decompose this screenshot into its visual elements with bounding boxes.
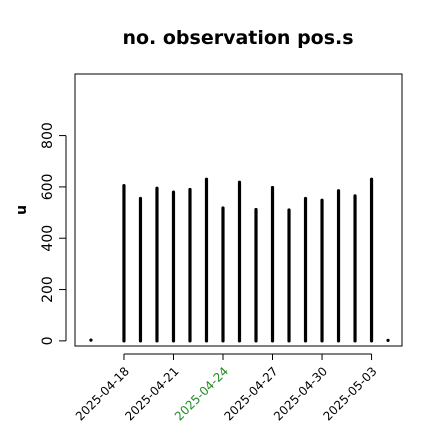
bar-point xyxy=(386,338,390,342)
plot-frame xyxy=(74,73,403,347)
y-tick-label: 600 xyxy=(40,174,56,201)
x-tick-label: 2025-05-03 xyxy=(320,364,379,423)
x-axis: 2025-04-182025-04-212025-04-242025-04-27… xyxy=(73,353,380,423)
y-tick-label: 400 xyxy=(40,225,56,252)
y-axis-label: n xyxy=(14,205,30,215)
bars-group xyxy=(89,177,390,343)
chart-title: no. observation pos.s xyxy=(122,27,353,49)
y-axis: 0 200 400 600 800 xyxy=(40,122,67,345)
y-tick-label: 0 xyxy=(40,336,56,345)
y-tick-label: 200 xyxy=(40,276,56,303)
bar-point xyxy=(89,338,93,342)
y-tick-label: 800 xyxy=(40,122,56,149)
